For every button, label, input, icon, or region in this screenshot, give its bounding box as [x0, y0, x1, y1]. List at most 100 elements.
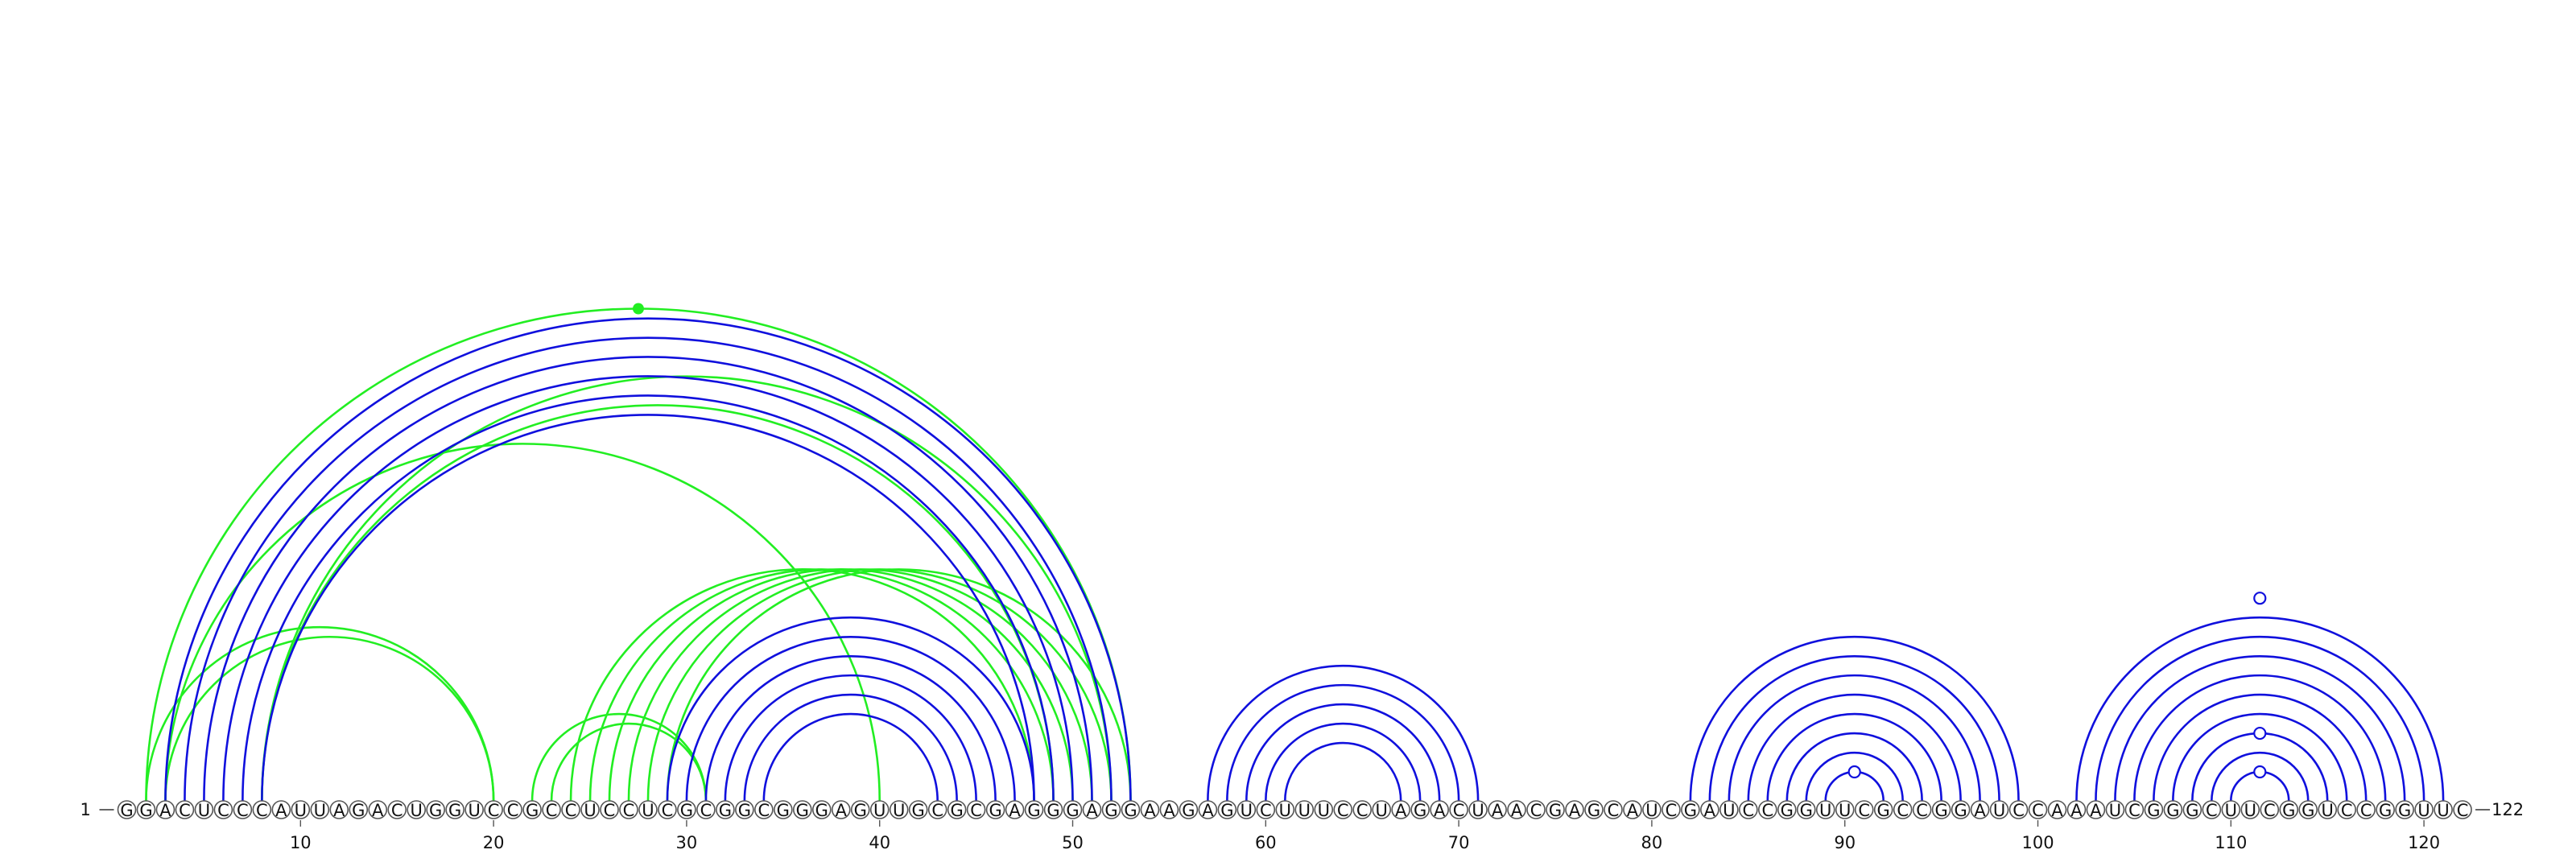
nucleotide-letter: G	[1220, 801, 1233, 820]
nucleotide-circle	[2105, 800, 2125, 819]
blue-arc-106-117	[2153, 693, 2368, 802]
nucleotide-letter: C	[1666, 801, 1678, 820]
nucleotide-circle	[426, 800, 445, 819]
tick-label-30: 30	[676, 833, 698, 852]
nucleotide-6: C	[213, 800, 233, 820]
nucleotide-circle	[1236, 800, 1257, 819]
nucleotide-18: G	[445, 800, 464, 820]
nucleotide-70: C	[1449, 800, 1468, 820]
nucleotide-letter: C	[623, 801, 635, 820]
blue-arc-57-71	[1207, 664, 1480, 802]
nucleotide-89: U	[1815, 800, 1835, 820]
nucleotide-letter: C	[507, 801, 519, 820]
nucleotide-19: U	[464, 800, 484, 820]
nucleotide-letter: C	[1356, 801, 1368, 820]
nucleotide-78: C	[1604, 800, 1623, 820]
nucleotide-circle	[2124, 800, 2145, 819]
nucleotide-letter: G	[815, 801, 828, 820]
sequence-end-label: 122	[2491, 800, 2524, 819]
nucleotide-circle	[908, 800, 928, 819]
nucleotide-letter: C	[2206, 801, 2218, 820]
nucleotide-circle	[811, 800, 832, 819]
blue-arc-6-50	[222, 375, 1074, 802]
nucleotide-letter: A	[1627, 801, 1639, 820]
nucleotide-circle	[1063, 800, 1083, 819]
nucleotide-circle	[349, 800, 369, 819]
nucleotide-letter: U	[314, 801, 326, 820]
nucleotide-23: C	[542, 800, 561, 820]
nucleotide-33: G	[735, 800, 754, 820]
nucleotide-1: G	[117, 800, 137, 820]
nucleotide-letter: C	[2032, 801, 2044, 820]
nucleotide-letter: C	[256, 801, 268, 820]
nucleotide-circle	[1604, 800, 1623, 819]
blue-arc-84-97	[1728, 674, 1981, 802]
blue-arc-104-119	[2114, 654, 2406, 802]
nucleotide-circle	[2008, 800, 2029, 819]
nucleotide-circle	[136, 800, 156, 819]
nucleotide-circle	[1835, 800, 1855, 819]
nucleotide-circle	[2356, 800, 2376, 819]
nucleotide-letter: A	[2070, 801, 2083, 820]
nucleotide-circle	[1275, 800, 1295, 819]
nucleotide-letter: G	[1934, 801, 1947, 820]
nucleotide-circle	[503, 800, 522, 819]
tick-label-20: 20	[483, 833, 505, 852]
nucleotide-80: U	[1642, 800, 1662, 820]
tick-label-40: 40	[869, 833, 890, 852]
nucleotide-circle	[407, 800, 427, 819]
nucleotide-letter: C	[2341, 801, 2353, 820]
nucleotide-letter: G	[738, 801, 751, 820]
nucleotide-circle	[2453, 800, 2472, 819]
nucleotide-letter: C	[2360, 801, 2372, 820]
green-arc-3-40	[164, 443, 881, 802]
nucleotide-letter: C	[2013, 801, 2025, 820]
nucleotide-circle	[464, 800, 484, 819]
nucleotide-letter: C	[1608, 801, 1620, 820]
nucleotide-68: G	[1410, 800, 1430, 820]
nucleotide-circle	[1121, 800, 1141, 819]
nucleotide-circle	[985, 800, 1005, 819]
arc-markers-layer	[632, 303, 2267, 779]
nucleotide-letter: U	[1472, 801, 1484, 820]
nucleotide-circle	[580, 800, 600, 819]
nucleotide-35: G	[774, 800, 793, 820]
nucleotide-circle	[2434, 800, 2453, 819]
sequence-start-label: 1	[80, 800, 91, 819]
nucleotide-circle	[1739, 800, 1758, 819]
nucleotide-51: A	[1082, 800, 1102, 820]
nucleotide-letter: G	[448, 801, 461, 820]
nucleotide-circle	[1468, 800, 1488, 819]
nucleotide-circle	[1449, 800, 1468, 819]
nucleotide-letter: C	[179, 801, 191, 820]
nucleotide-circle	[2376, 800, 2395, 819]
nucleotide-73: A	[1507, 800, 1526, 820]
nucleotide-43: C	[927, 800, 947, 820]
nucleotide-93: C	[1893, 800, 1913, 820]
nucleotide-86: C	[1758, 800, 1777, 820]
nucleotide-letter: G	[1781, 801, 1794, 820]
nucleotide-letter: A	[1395, 801, 1407, 820]
nucleotide-letter: G	[1046, 801, 1059, 820]
nucleotide-44: G	[947, 800, 967, 820]
nucleotide-letter: A	[1009, 801, 1021, 820]
nucleotide-letter: G	[796, 801, 809, 820]
nucleotide-letter: A	[372, 801, 384, 820]
blue-arc-107-116	[2172, 712, 2348, 802]
nucleotide-4: C	[175, 800, 195, 820]
nucleotide-letter: A	[1704, 801, 1716, 820]
nucleotide-8: C	[252, 800, 272, 820]
nucleotide-circle	[1584, 800, 1604, 819]
nucleotide-circle	[1488, 800, 1507, 819]
nucleotide-106: G	[2144, 800, 2164, 820]
nucleotide-letter: C	[1897, 801, 1909, 820]
nucleotide-circle	[1391, 800, 1410, 819]
nucleotide-circle	[774, 800, 793, 819]
nucleotide-letter: A	[1974, 801, 1986, 820]
nucleotide-circle	[1681, 800, 1700, 819]
nucleotide-circle	[1024, 800, 1044, 819]
nucleotide-circle	[2240, 800, 2260, 819]
nucleotide-letter: U	[1819, 801, 1831, 820]
nucleotide-2: G	[136, 800, 156, 820]
nucleotide-circle	[1893, 800, 1913, 819]
